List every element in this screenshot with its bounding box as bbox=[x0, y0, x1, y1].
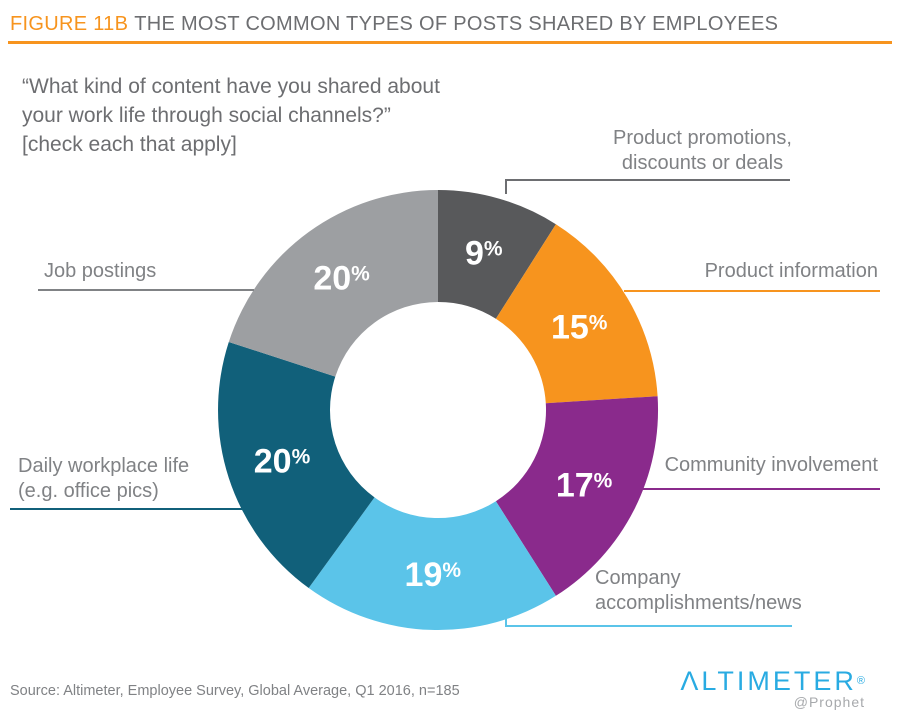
donut-slice-daily-workplace-life bbox=[218, 342, 375, 588]
source-note: Source: Altimeter, Employee Survey, Glob… bbox=[10, 683, 460, 699]
slice-value-product-information: 15% bbox=[551, 309, 608, 347]
altimeter-logo: ΛLTIMETER® @Prophet bbox=[660, 666, 865, 710]
slice-value-product-promotions: 9% bbox=[465, 235, 503, 273]
prophet-logo-subtext: @Prophet bbox=[793, 694, 865, 710]
leader-line-company-accomplishments bbox=[505, 625, 792, 627]
registered-trademark-icon: ® bbox=[856, 675, 865, 687]
survey-question-line1: “What kind of content have you shared ab… bbox=[22, 75, 440, 98]
logo-wordmark: ΛLTIMETER bbox=[680, 666, 857, 696]
leader-tick-company-accomplishments bbox=[505, 612, 507, 627]
label-product-information: Product information bbox=[704, 260, 878, 282]
slice-value-community-involvement: 17% bbox=[556, 467, 613, 505]
donut-slice-product-information bbox=[495, 224, 658, 404]
donut-slice-job-postings bbox=[228, 190, 438, 377]
leader-line-product-promotions bbox=[505, 179, 790, 181]
survey-question: “What kind of content have you shared ab… bbox=[22, 72, 440, 159]
figure-number: FIGURE 11B bbox=[10, 13, 129, 35]
survey-question-line2: your work life through social channels?” bbox=[22, 104, 391, 127]
donut-slice-community-involvement bbox=[495, 396, 659, 596]
slice-value-daily-workplace-life: 20% bbox=[254, 443, 311, 481]
label-community-involvement: Community involvement bbox=[664, 454, 878, 476]
leader-line-job-postings bbox=[38, 289, 254, 291]
label-product-promotions: Product promotions, discounts or deals bbox=[613, 127, 792, 174]
slice-value-company-accomplishments: 19% bbox=[405, 556, 462, 594]
altimeter-logo-text: ΛLTIMETER® bbox=[660, 666, 865, 696]
leader-tick-product-promotions bbox=[505, 179, 507, 194]
label-daily-workplace-life: Daily workplace life (e.g. office pics) bbox=[18, 455, 190, 502]
label-job-postings: Job postings bbox=[44, 260, 157, 282]
header-divider bbox=[8, 41, 892, 44]
donut-slice-product-promotions bbox=[438, 189, 556, 319]
leader-line-daily-workplace-life bbox=[10, 508, 243, 510]
donut-slice-company-accomplishments bbox=[308, 497, 556, 631]
survey-question-line3: [check each that apply] bbox=[22, 133, 237, 156]
slice-value-job-postings: 20% bbox=[313, 259, 370, 297]
label-company-accomplishments: Company accomplishments/news bbox=[595, 567, 802, 614]
leader-line-community-involvement bbox=[643, 488, 880, 490]
figure-title-text: THE MOST COMMON TYPES OF POSTS SHARED BY… bbox=[134, 13, 779, 35]
figure-title: FIGURE 11B THE MOST COMMON TYPES OF POSTS… bbox=[10, 13, 778, 36]
leader-line-product-information bbox=[624, 290, 880, 292]
